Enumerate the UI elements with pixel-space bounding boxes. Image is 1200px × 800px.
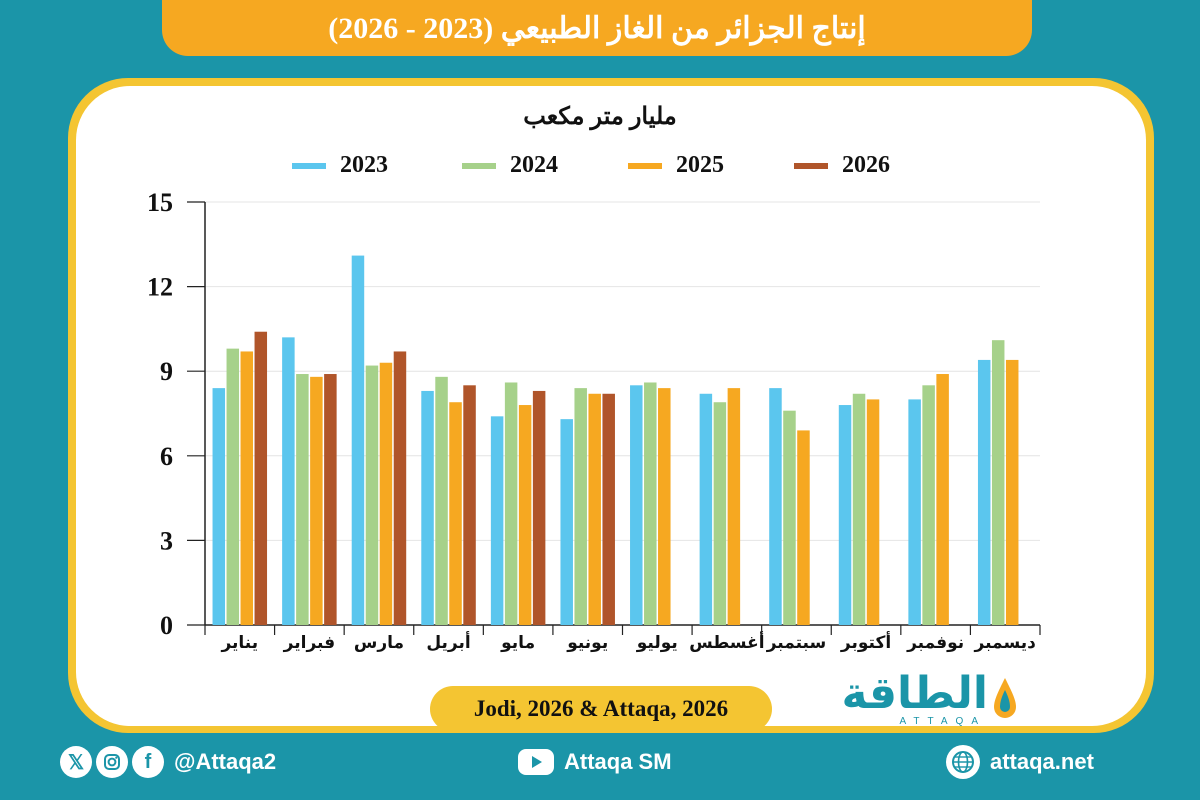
bar-2025-8 [727,388,741,625]
bar-2024-7 [644,382,657,625]
bar-2023-5 [490,416,504,625]
bar-2023-8 [699,393,713,625]
bar-2024-2 [296,374,309,625]
x-tick-label: يوليو [636,633,678,653]
x-tick-label: أبريل [426,631,470,653]
bar-2024-6 [574,388,587,625]
title-banner: إنتاج الجزائر من الغاز الطبيعي (2023 - 2… [162,0,1032,56]
legend-label-2025: 2025 [676,152,724,178]
x-tick-label: يناير [220,633,258,653]
legend-label-2024: 2024 [510,152,558,178]
legend-item-2023: 2023 [292,152,388,179]
y-tick-label: 6 [160,442,173,471]
x-tick-label: مارس [354,633,404,653]
x-tick-label: نوفمبر [906,633,964,653]
bar-2024-3 [365,365,379,625]
x-tick-label: فبراير [283,633,335,653]
brand-name-ar: الطاقة [841,668,988,719]
bar-2026-4 [463,385,476,625]
bar-2024-10 [852,393,866,625]
brand-name-en: ATTAQA [899,716,986,727]
bar-2026-6 [602,393,615,625]
bar-2023-1 [212,388,226,625]
youtube-footer: Attaqa SM [518,744,672,780]
bar-2025-9 [797,430,810,625]
x-icon[interactable]: 𝕏 [60,746,92,778]
website-url[interactable]: attaqa.net [990,749,1094,774]
bar-2025-6 [588,393,601,625]
y-tick-label: 12 [147,273,173,302]
bar-2024-11 [922,385,935,625]
bar-2025-2 [310,376,323,625]
legend-item-2025: 2025 [628,152,724,179]
social-handle[interactable]: @Attaqa2 [174,749,277,774]
y-tick-label: 0 [160,611,173,640]
source-badge: Jodi, 2026 & Attaqa, 2026 [430,686,772,732]
bar-2025-1 [240,351,254,625]
bar-2025-12 [1005,359,1019,625]
bar-2025-3 [379,362,393,625]
bar-2023-12 [977,359,991,625]
x-tick-label: أكتوبر [840,631,891,653]
y-tick-label: 15 [147,188,173,217]
x-tick-label: ديسمبر [974,633,1037,653]
facebook-icon[interactable]: f [132,746,164,778]
page-title: إنتاج الجزائر من الغاز الطبيعي (2023 - 2… [328,11,866,45]
x-tick-label: أغسطس [689,631,764,653]
bar-2023-3 [351,255,365,625]
legend-item-2026: 2026 [794,152,890,179]
bar-2023-4 [421,390,434,625]
chart-legend: 2023 2024 2025 2026 [0,152,1200,180]
legend-item-2024: 2024 [462,152,558,179]
bar-2023-10 [838,405,852,625]
legend-label-2026: 2026 [842,152,890,178]
bar-2024-4 [435,376,448,625]
x-tick-label: سبتمبر [766,633,827,653]
legend-swatch-2024 [462,162,496,169]
bar-2024-12 [991,340,1005,625]
bar-2025-5 [518,405,532,625]
bar-2023-6 [560,419,573,625]
youtube-icon[interactable] [518,749,554,775]
bar-2024-5 [504,382,518,625]
globe-icon[interactable] [946,745,980,779]
bar-2023-9 [769,388,782,625]
bar-2026-5 [532,390,546,625]
bar-2026-3 [393,351,407,625]
source-text: Jodi, 2026 & Attaqa, 2026 [473,696,729,721]
legend-swatch-2026 [794,162,828,169]
bar-2023-11 [908,399,921,625]
bar-2024-8 [713,402,727,625]
website-footer: attaqa.net [946,744,1094,780]
bar-2025-4 [449,402,462,625]
y-axis-unit-label: مليار متر مكعب [523,104,677,130]
drop-icon [994,678,1016,718]
brand-logo: الطاقة ATTAQA [836,672,1016,728]
legend-swatch-2023 [292,162,326,169]
bar-2024-1 [226,348,240,625]
bar-2024-9 [783,410,796,625]
y-tick-label: 3 [160,526,173,555]
bar-2023-2 [282,337,295,625]
social-footer: 𝕏 f @Attaqa2 [60,744,276,780]
bar-2026-2 [324,374,337,625]
bar-2023-7 [630,385,643,625]
instagram-icon[interactable] [96,746,128,778]
x-tick-label: يونيو [566,633,608,653]
bar-2025-7 [658,388,671,625]
legend-label-2023: 2023 [340,152,388,178]
bar-2025-11 [936,374,949,625]
bar-2025-10 [866,399,880,625]
youtube-channel[interactable]: Attaqa SM [564,749,672,774]
y-tick-label: 9 [160,357,173,386]
bar-2026-1 [254,331,268,625]
x-tick-label: مايو [500,633,535,653]
legend-swatch-2025 [628,162,662,169]
